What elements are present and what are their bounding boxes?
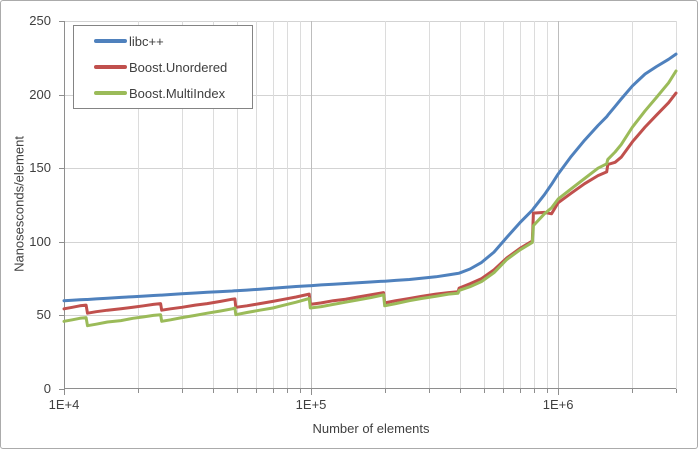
y-tick-label: 250 [29, 13, 51, 28]
legend-label: libc++ [129, 33, 164, 49]
series-line-0 [62, 52, 678, 303]
y-axis-title: Nanosesconds/element [11, 136, 27, 272]
series-line-1 [62, 91, 678, 315]
legend-label: Boost.MultiIndex [129, 85, 226, 101]
legend-entry-boost-unordered: Boost.Unordered [94, 54, 252, 80]
legend-entry-boost-multiindex: Boost.MultiIndex [94, 80, 252, 106]
series-line-2 [62, 69, 678, 328]
x-tick-label: 1E+6 [542, 397, 574, 412]
legend-label: Boost.Unordered [129, 59, 228, 75]
legend-line-swatch [94, 65, 127, 69]
y-tick-label: 50 [36, 307, 51, 323]
y-tick-label: 200 [29, 86, 51, 102]
y-tick-label: 150 [29, 160, 51, 176]
legend-line-swatch [94, 39, 127, 43]
legend: libc++ Boost.Unordered Boost.MultiIndex [73, 25, 253, 109]
legend-line-swatch [94, 91, 127, 95]
y-tick-label: 100 [29, 233, 51, 249]
x-tick-label: 1E+5 [295, 397, 327, 412]
legend-entry-libcpp: libc++ [94, 28, 252, 54]
y-tick-label: 0 [43, 381, 51, 396]
x-tick-label: 1E+4 [48, 397, 80, 412]
x-axis-title: Number of elements [312, 421, 430, 436]
